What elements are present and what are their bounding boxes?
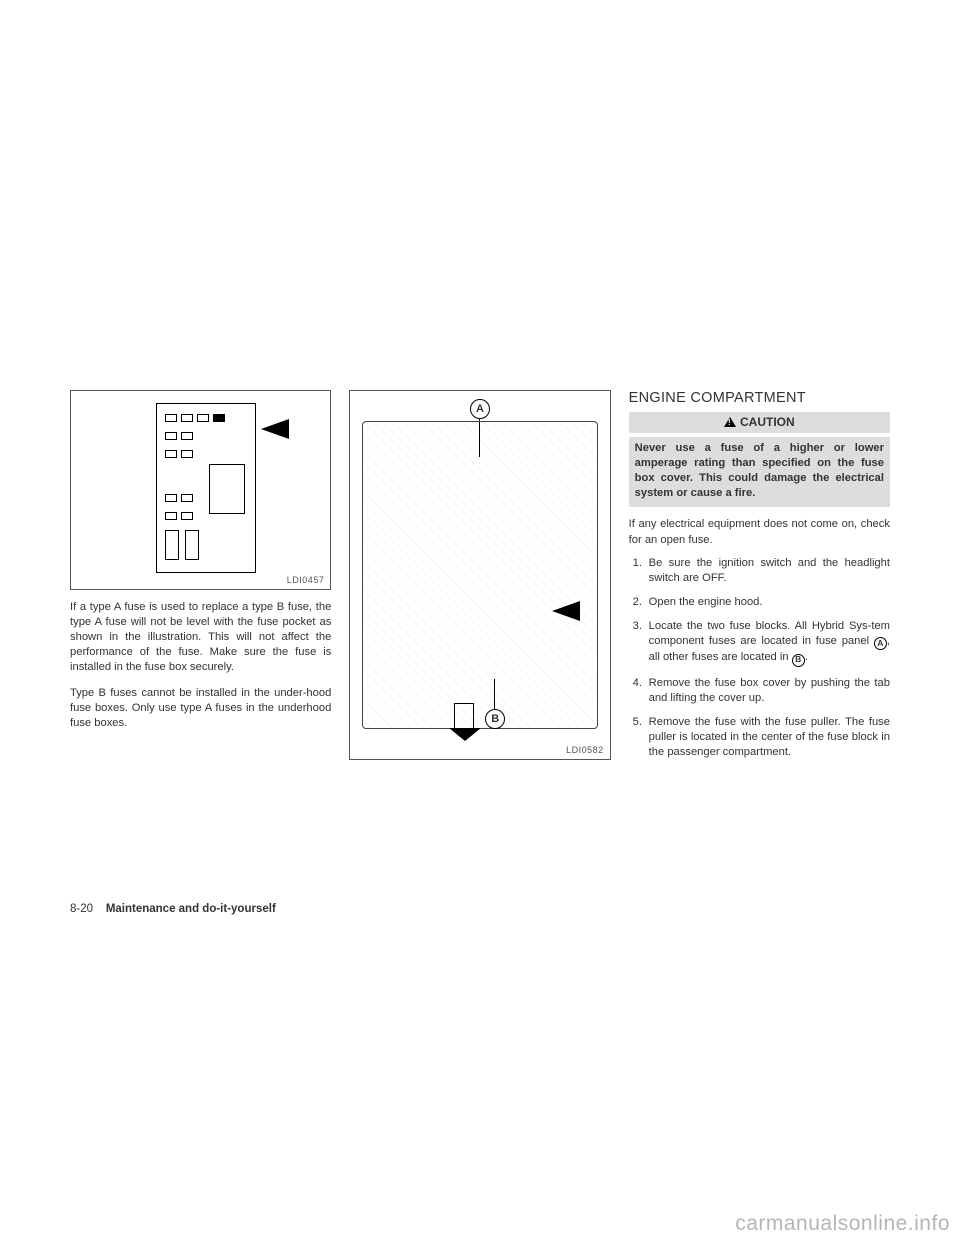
- fuse-slot: [165, 494, 177, 502]
- pointer-arrow-icon: [261, 419, 289, 439]
- column-2: A B LDI0582: [349, 390, 610, 769]
- caution-body: Never use a fuse of a higher or lower am…: [629, 437, 890, 507]
- procedure-step: Be sure the ignition switch and the head…: [629, 556, 890, 586]
- warning-triangle-icon: [724, 417, 736, 427]
- fuse-pocket: [209, 464, 245, 514]
- fuse-slot: [165, 512, 177, 520]
- pointer-arrow-icon: [552, 601, 580, 621]
- fuse-slot: [181, 512, 193, 520]
- fusebox-outline: [156, 403, 256, 573]
- callout-line: [494, 679, 495, 709]
- column-1: LDI0457 If a type A fuse is used to repl…: [70, 390, 331, 769]
- down-arrow-icon: [454, 703, 474, 729]
- body-paragraph: If a type A fuse is used to replace a ty…: [70, 600, 331, 676]
- caution-label: CAUTION: [724, 415, 795, 429]
- inline-callout-b: B: [792, 654, 805, 667]
- page-number: 8-20: [70, 903, 93, 915]
- engine-outline: [362, 421, 597, 729]
- figure-fusebox: LDI0457: [70, 390, 331, 590]
- fuse-slot: [181, 414, 193, 422]
- fuse-slot: [213, 414, 225, 422]
- watermark-text: carmanualsonline.info: [735, 1212, 950, 1236]
- procedure-step: Remove the fuse with the fuse puller. Th…: [629, 715, 890, 760]
- body-paragraph: Type B fuses cannot be installed in the …: [70, 686, 331, 731]
- fuse-slot: [165, 414, 177, 422]
- caution-header: CAUTION: [629, 412, 890, 433]
- figure-label: LDI0457: [287, 575, 325, 585]
- step-text: .: [805, 651, 808, 663]
- callout-circle-a: A: [470, 399, 490, 419]
- column-3: ENGINE COMPARTMENT CAUTION Never use a f…: [629, 390, 890, 769]
- figure-label: LDI0582: [566, 745, 604, 755]
- inline-callout-a: A: [874, 637, 887, 650]
- fuse-slot: [181, 450, 193, 458]
- body-paragraph: If any electrical equipment does not com…: [629, 517, 890, 547]
- fuse-slot: [197, 414, 209, 422]
- procedure-step: Locate the two fuse blocks. All Hybrid S…: [629, 619, 890, 667]
- caution-label-text: CAUTION: [740, 415, 795, 429]
- fuse-slot: [181, 432, 193, 440]
- step-text: Locate the two fuse blocks. All Hybrid S…: [649, 620, 890, 647]
- procedure-step: Open the engine hood.: [629, 595, 890, 610]
- fuse-slot: [165, 432, 177, 440]
- procedure-list: Be sure the ignition switch and the head…: [629, 556, 890, 769]
- manual-page: LDI0457 If a type A fuse is used to repl…: [70, 390, 890, 769]
- fuse-slot: [165, 530, 179, 560]
- procedure-step: Remove the fuse box cover by pushing the…: [629, 676, 890, 706]
- page-footer: 8-20 Maintenance and do-it-yourself: [70, 903, 276, 915]
- section-title: Maintenance and do-it-yourself: [106, 903, 276, 915]
- fuse-slot: [165, 450, 177, 458]
- fuse-slot: [181, 494, 193, 502]
- section-heading: ENGINE COMPARTMENT: [629, 390, 890, 406]
- fuse-slot: [185, 530, 199, 560]
- figure-engine-compartment: A B LDI0582: [349, 390, 610, 760]
